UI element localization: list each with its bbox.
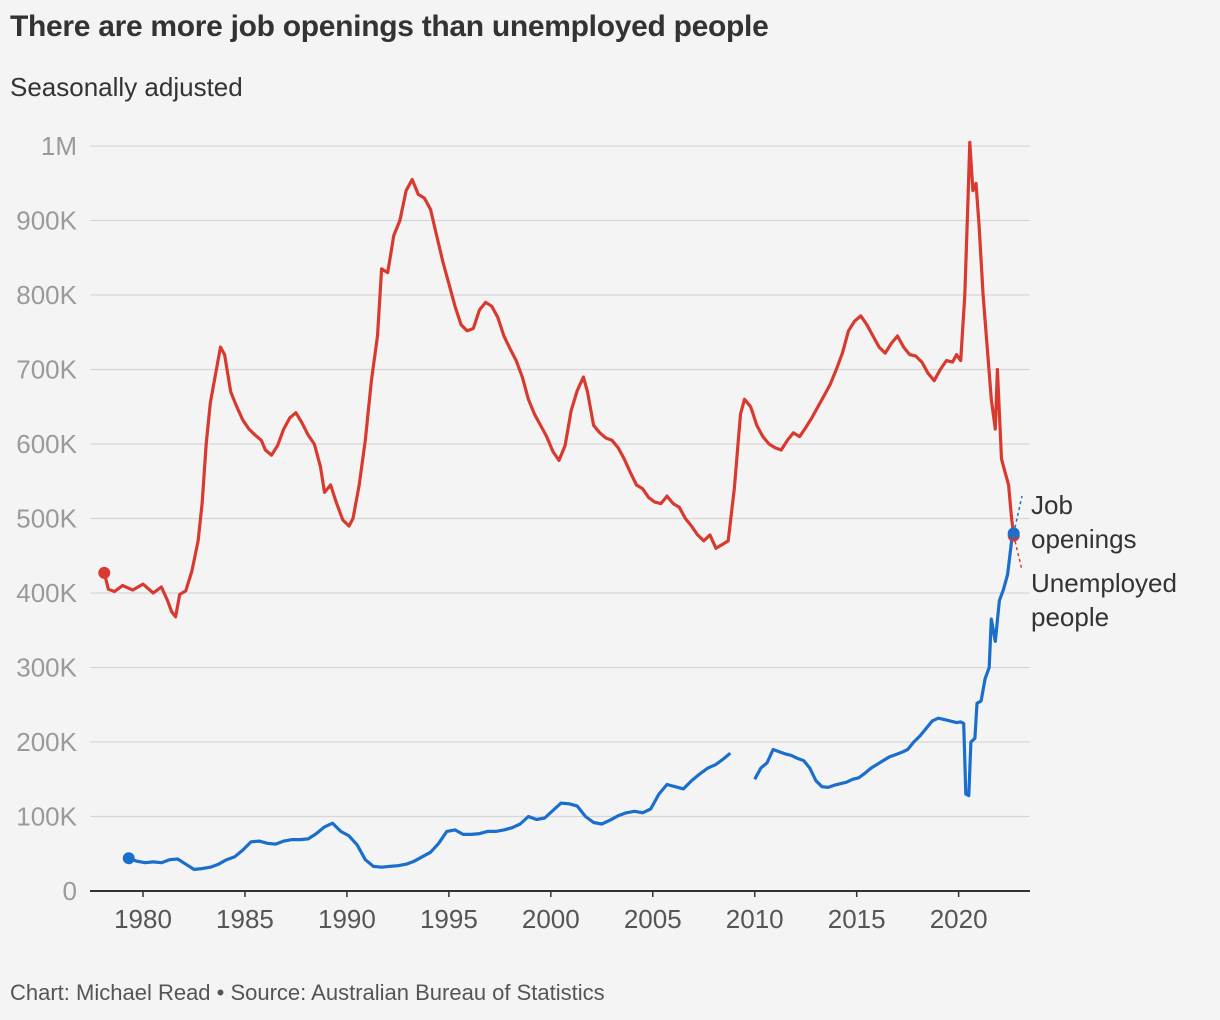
series-label-job-openings: openings bbox=[1031, 524, 1137, 554]
series-label-job-openings: Job bbox=[1031, 490, 1073, 520]
y-axis-ticks: 0 100K 200K 300K 400K 500K 600K 700K 800K 900K 1M bbox=[16, 131, 77, 906]
x-tick-label: 2005 bbox=[624, 904, 682, 934]
y-tick-label: 200K bbox=[16, 727, 77, 757]
grid-lines bbox=[90, 145, 1030, 892]
series-label-unemployed-people: people bbox=[1031, 602, 1109, 632]
x-axis-ticks: 1980 1985 1990 1995 2000 2005 2010 2015 2020 bbox=[114, 891, 988, 934]
series-label-unemployed-people: Unemployed bbox=[1031, 568, 1177, 598]
x-tick-label: 1980 bbox=[114, 904, 172, 934]
y-tick-label: 400K bbox=[16, 578, 77, 608]
x-tick-label: 2020 bbox=[930, 904, 988, 934]
x-tick-label: 1990 bbox=[318, 904, 376, 934]
y-tick-label: 900K bbox=[16, 206, 77, 236]
series-lines bbox=[102, 140, 1016, 871]
series-markers bbox=[98, 527, 1020, 865]
series-line-unemployed-people bbox=[102, 140, 1016, 619]
leader-line-job-openings bbox=[1012, 495, 1023, 534]
y-tick-label: 0 bbox=[63, 876, 77, 906]
chart-subtitle: Seasonally adjusted bbox=[10, 72, 243, 102]
y-tick-label: 300K bbox=[16, 653, 77, 683]
x-tick-label: 1995 bbox=[420, 904, 478, 934]
y-tick-label: 600K bbox=[16, 429, 77, 459]
series-line-job-openings bbox=[128, 751, 732, 871]
y-tick-label: 1M bbox=[41, 131, 77, 161]
chart-credit: Chart: Michael Read • Source: Australian… bbox=[10, 980, 605, 1005]
y-tick-label: 500K bbox=[16, 504, 77, 534]
y-tick-label: 700K bbox=[16, 355, 77, 385]
start-marker-job-openings bbox=[122, 852, 135, 865]
x-tick-label: 2000 bbox=[522, 904, 580, 934]
start-marker-unemployed-people bbox=[98, 566, 111, 579]
x-tick-label: 2010 bbox=[726, 904, 784, 934]
line-chart: 0100K200K300K400K500K600K700K800K900K1M … bbox=[16, 131, 1177, 934]
y-tick-label: 100K bbox=[16, 802, 77, 832]
series-labels: Unemployed people Job openings bbox=[1012, 490, 1177, 632]
series-line-job-openings bbox=[753, 532, 1016, 798]
x-tick-label: 1985 bbox=[216, 904, 274, 934]
x-tick-label: 2015 bbox=[828, 904, 886, 934]
y-tick-label: 800K bbox=[16, 280, 77, 310]
chart-title: There are more job openings than unemplo… bbox=[10, 10, 769, 43]
